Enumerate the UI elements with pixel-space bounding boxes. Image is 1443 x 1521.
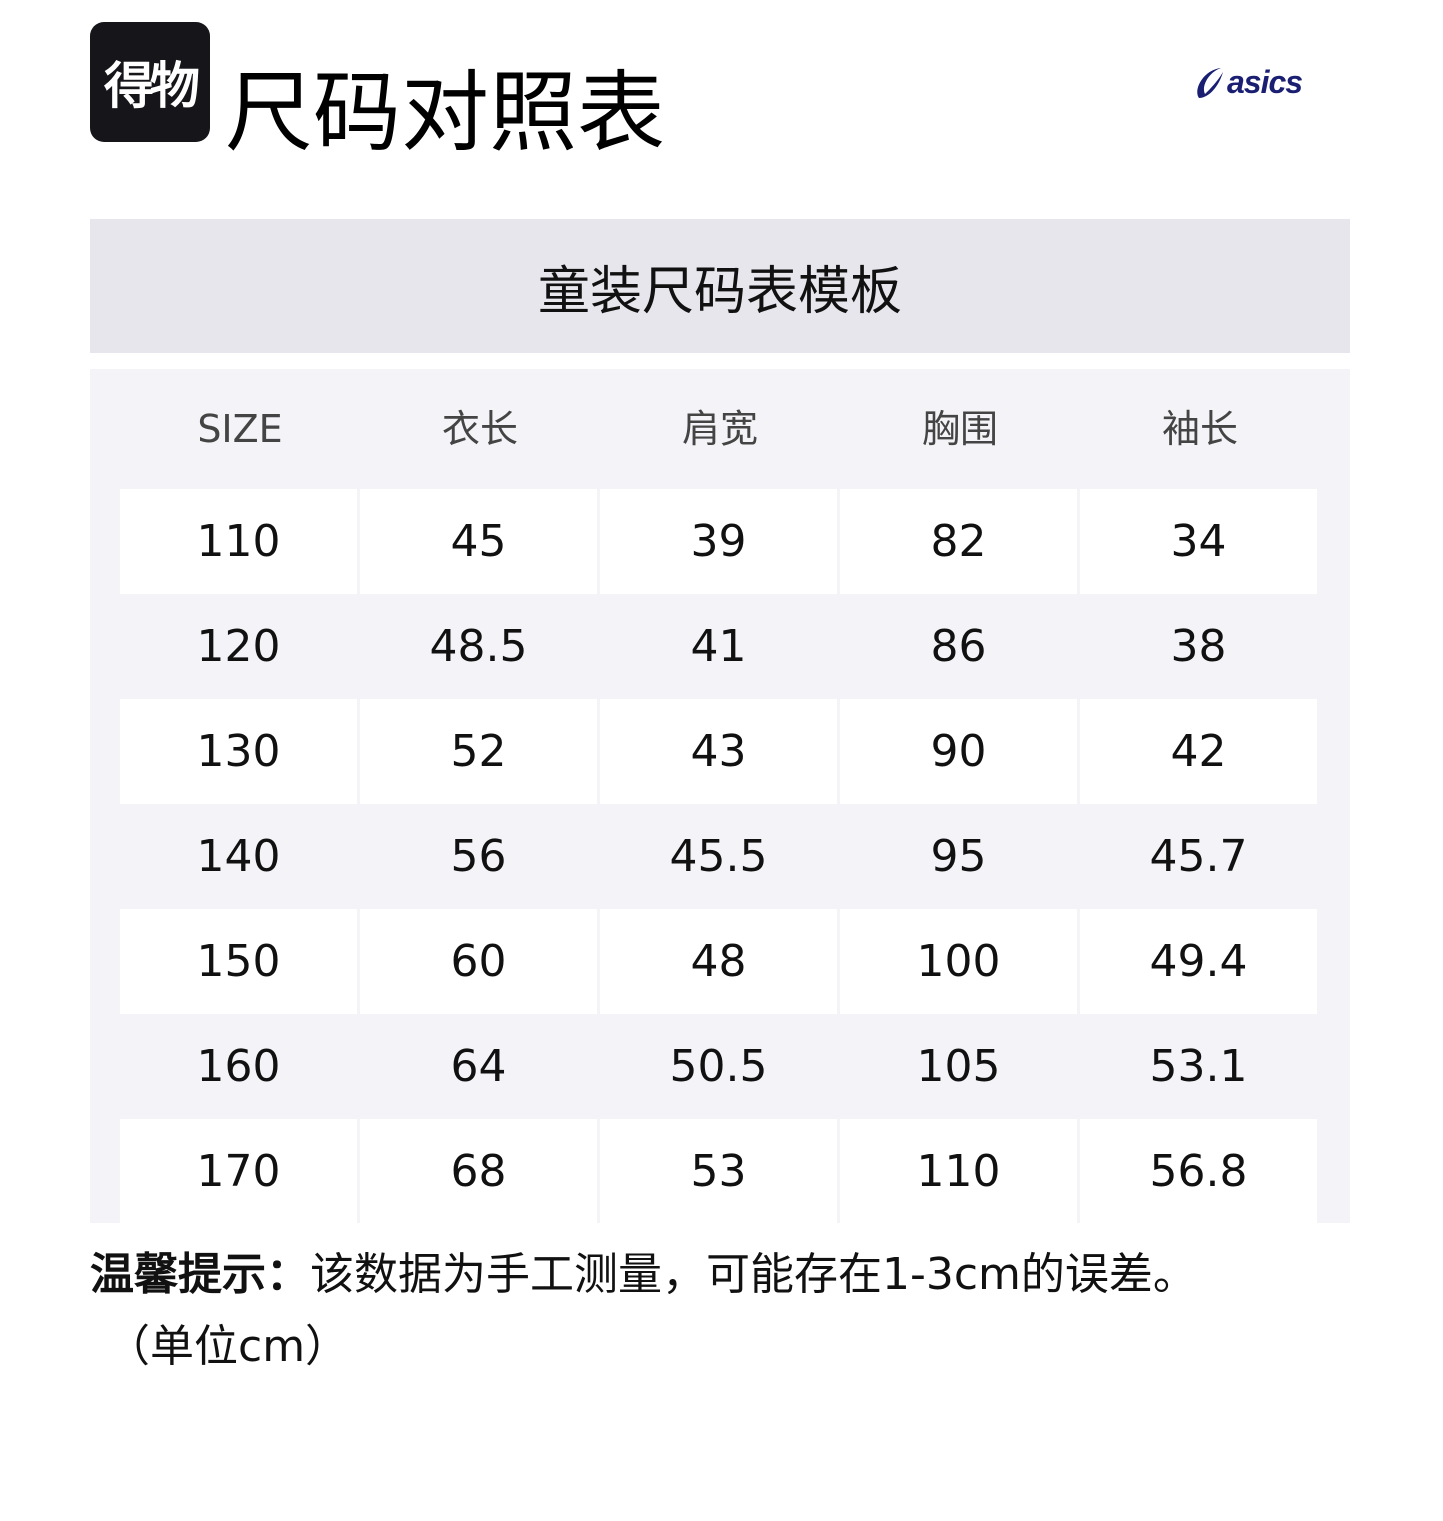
table-cell: 49.4 [1080, 909, 1317, 1014]
table-cell: 105 [916, 1041, 1001, 1092]
table-cell: 45.7 [1149, 831, 1248, 882]
table-cell: 56.8 [1080, 1119, 1317, 1223]
table-header-row: SIZE 衣长 肩宽 胸围 袖长 [120, 369, 1320, 489]
table-cell: 38 [1170, 621, 1227, 672]
table-cell: 60 [360, 909, 597, 1014]
dewu-logo: 得物 [90, 22, 210, 142]
asics-logo-text: asics [1227, 63, 1303, 100]
table-cell: 140 [196, 831, 281, 882]
table-cell: 110 [120, 489, 357, 594]
table-cell: 95 [930, 831, 987, 882]
table-cell: 53 [600, 1119, 837, 1223]
table-cell: 86 [930, 621, 987, 672]
table-caption: 童装尺码表模板 [90, 219, 1350, 353]
table-cell: 120 [196, 621, 281, 672]
table-cell: 39 [600, 489, 837, 594]
asics-swoosh-icon [1197, 68, 1223, 98]
dewu-logo-text: 得物 [104, 57, 200, 115]
table-cell: 90 [840, 699, 1077, 804]
column-header: 肩宽 [681, 407, 758, 451]
asics-logo: asics [1195, 60, 1303, 104]
page-title: 尺码对照表 [225, 61, 666, 164]
table-cell: 52 [360, 699, 597, 804]
table-cell: 53.1 [1149, 1041, 1248, 1092]
table-cell: 41 [690, 621, 747, 672]
table-cell: 110 [840, 1119, 1077, 1223]
table-cell: 45 [360, 489, 597, 594]
column-header: 袖长 [1161, 407, 1238, 451]
tip-text: 该数据为手工测量，可能存在1-3cm的误差。 [310, 1249, 1197, 1300]
table-row: 160 64 50.5 105 53.1 [120, 1014, 1317, 1119]
table-cell: 64 [450, 1041, 507, 1092]
table-cell: 48.5 [429, 621, 528, 672]
table-row: 110 45 39 82 34 [120, 489, 1317, 594]
table-cell: 34 [1080, 489, 1317, 594]
table-cell: 82 [840, 489, 1077, 594]
table-cell: 43 [600, 699, 837, 804]
size-table: SIZE 衣长 肩宽 胸围 袖长 110 45 39 82 34 120 48.5 41 86 3… [90, 369, 1350, 1223]
table-cell: 160 [196, 1041, 281, 1092]
table-cell: 56 [450, 831, 507, 882]
column-header: SIZE [197, 407, 283, 451]
table-cell: 150 [120, 909, 357, 1014]
tip-note: 温馨提示：该数据为手工测量，可能存在1-3cm的误差。 [90, 1240, 1197, 1310]
table-cell: 45.5 [669, 831, 768, 882]
column-header: 胸围 [921, 407, 998, 451]
unit-note: （单位cm） [106, 1321, 350, 1372]
table-row: 150 60 48 100 49.4 [120, 909, 1317, 1014]
table-row: 140 56 45.5 95 45.7 [120, 804, 1317, 909]
table-cell: 42 [1080, 699, 1317, 804]
column-header: 衣长 [441, 407, 518, 451]
table-cell: 68 [360, 1119, 597, 1223]
table-row: 170 68 53 110 56.8 [120, 1119, 1317, 1223]
tip-label: 温馨提示： [90, 1249, 310, 1300]
table-cell: 130 [120, 699, 357, 804]
table-cell: 170 [120, 1119, 357, 1223]
table-row: 130 52 43 90 42 [120, 699, 1317, 804]
table-cell: 100 [840, 909, 1077, 1014]
table-row: 120 48.5 41 86 38 [120, 594, 1317, 699]
table-cell: 50.5 [669, 1041, 768, 1092]
table-cell: 48 [600, 909, 837, 1014]
